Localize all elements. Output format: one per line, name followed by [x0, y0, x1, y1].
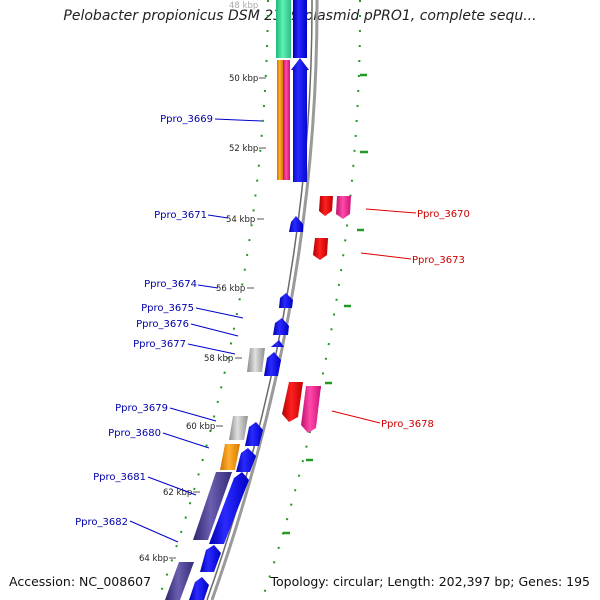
gene-label-ppro-3674[interactable]: Ppro_3674: [144, 279, 197, 290]
pink-strip: [283, 60, 290, 180]
red-gene-3670: [319, 196, 333, 216]
pink-gene-3678: [301, 386, 321, 433]
gene-label-ppro-3678[interactable]: Ppro_3678: [381, 419, 434, 430]
tick-label: 50 kbp: [229, 74, 258, 84]
gene-label-ppro-3680[interactable]: Ppro_3680: [108, 428, 161, 439]
tick-label: 52 kbp: [229, 144, 258, 154]
blue-gene-3674: [279, 293, 293, 308]
gene-label-ppro-3682[interactable]: Ppro_3682: [75, 517, 128, 528]
outer-dot-ring: [261, 0, 362, 600]
right-gene-labels: Ppro_3670 Ppro_3673 Ppro_3678: [381, 209, 470, 430]
gene-label-ppro-3681[interactable]: Ppro_3681: [93, 472, 146, 483]
red-gene-3673: [313, 238, 328, 260]
tick-label: 58 kbp: [204, 354, 233, 364]
tick-label: 48 kbp: [229, 1, 258, 11]
blue-gene-3682: [200, 545, 221, 572]
tick-label: 56 kbp: [216, 284, 245, 294]
red-gene-3678: [282, 382, 303, 422]
gene-label-ppro-3673[interactable]: Ppro_3673: [412, 255, 465, 266]
tick-label: 54 kbp: [226, 215, 255, 225]
gene-label-ppro-3676[interactable]: Ppro_3676: [136, 319, 189, 330]
blue-gene-3675: [273, 318, 289, 335]
tick-label: 64 kbp: [139, 554, 168, 564]
kbp-tick-marks: [169, 77, 266, 559]
blue-gene-bottom: [189, 577, 209, 600]
summary-label: Topology: circular; Length: 202,397 bp; …: [270, 574, 591, 589]
left-gene-labels: Ppro_3669 Ppro_3671 Ppro_3674 Ppro_3675 …: [75, 114, 213, 528]
tick-label: 62 kbp: [163, 488, 192, 498]
gene-label-ppro-3677[interactable]: Ppro_3677: [133, 339, 186, 350]
purple-gene-bottom: [165, 562, 194, 600]
gray-gene-3679: [229, 416, 248, 440]
gene-label-ppro-3679[interactable]: Ppro_3679: [115, 403, 168, 414]
blue-gene-3677: [264, 352, 281, 376]
teal-feature: [276, 0, 291, 58]
blue-gene-3679: [245, 422, 263, 446]
gene-label-ppro-3669[interactable]: Ppro_3669: [160, 114, 213, 125]
blue-gene-3671: [289, 216, 303, 232]
right-leader-lines: [331, 208, 417, 424]
gene-label-ppro-3675[interactable]: Ppro_3675: [141, 303, 194, 314]
blue-feature-top: [293, 0, 307, 58]
gene-label-ppro-3671[interactable]: Ppro_3671: [154, 210, 207, 221]
left-leader-lines: [129, 118, 263, 543]
blue-gene-3676: [271, 340, 284, 347]
purple-gene-3681: [193, 472, 232, 540]
tick-label: 60 kbp: [186, 422, 215, 432]
accession-label: Accession: NC_008607: [9, 574, 152, 589]
outer-gc-dashes: [283, 73, 368, 535]
orange-gene-3680: [220, 444, 240, 470]
blue-long-gene: [291, 58, 309, 182]
orange-strip: [277, 60, 283, 180]
gray-gene-3677: [247, 348, 265, 372]
inner-dot-ring: [157, 0, 269, 600]
pink-gene-3670: [336, 196, 351, 219]
kbp-ticks: 48 kbp 50 kbp 52 kbp 54 kbp 56 kbp 58 kb…: [139, 1, 258, 564]
blue-gene-3681: [209, 472, 249, 544]
blue-gene-3680: [236, 448, 256, 472]
gene-label-ppro-3670[interactable]: Ppro_3670: [417, 209, 470, 220]
